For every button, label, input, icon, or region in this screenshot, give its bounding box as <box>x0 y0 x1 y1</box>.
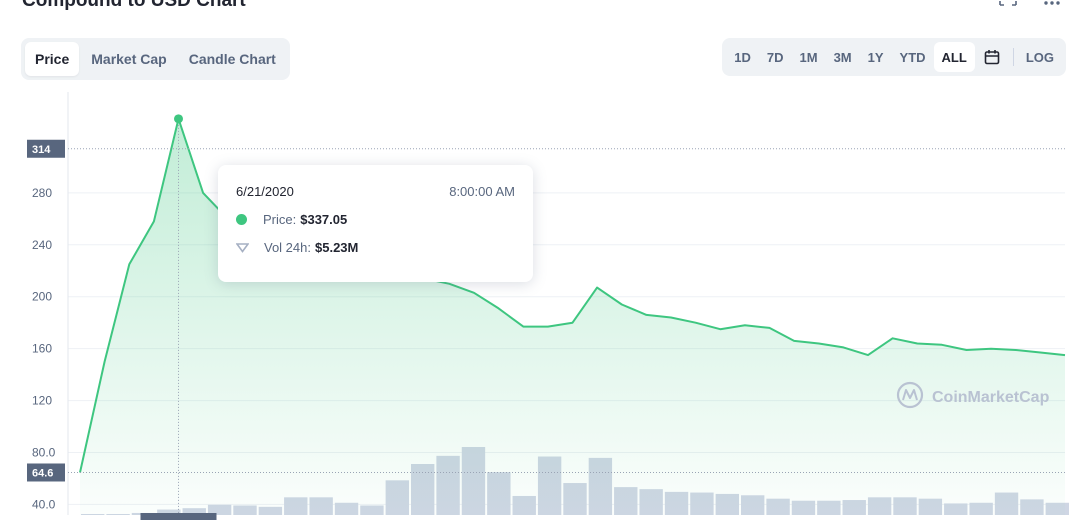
tab-price[interactable]: Price <box>25 42 80 76</box>
page-title: Compound to USD Chart <box>22 0 246 11</box>
view-tabs: Price Market Cap Candle Chart <box>21 38 290 80</box>
range-tabs: 1D 7D 1M 3M 1Y YTD ALL LOG <box>722 38 1066 76</box>
reference-flag <box>27 139 65 158</box>
chart-actions <box>999 0 1061 9</box>
tooltip-volume-value: $5.23M <box>315 240 359 255</box>
price-tooltip: 6/21/2020 8:00:00 AM Price: $337.05 Vol … <box>218 165 533 282</box>
range-1m[interactable]: 1M <box>799 49 818 65</box>
y-tick-label: 200 <box>32 290 52 304</box>
y-tick-label: 160 <box>32 342 52 356</box>
price-dot-icon <box>236 214 247 225</box>
range-7d[interactable]: 7D <box>766 49 784 65</box>
range-3m[interactable]: 3M <box>833 49 852 65</box>
y-tick-label: 240 <box>32 238 52 252</box>
tab-candle-chart[interactable]: Candle Chart <box>188 51 276 67</box>
hover-point <box>174 114 183 124</box>
tooltip-price-value: $337.05 <box>300 212 348 227</box>
tooltip-price-label: Price: <box>263 212 297 227</box>
range-separator <box>1012 48 1014 66</box>
hover-marker <box>140 114 217 520</box>
tooltip-volume-label: Vol 24h: <box>264 240 311 255</box>
y-tick-label: 120 <box>32 394 52 408</box>
range-1d[interactable]: 1D <box>734 49 751 65</box>
coinmarketcap-logo-icon <box>896 381 924 414</box>
y-tick-label: 280 <box>32 186 52 200</box>
reference-flag-label: 314 <box>32 144 51 156</box>
expand-icon[interactable] <box>999 0 1017 9</box>
y-tick-label: 40.0 <box>32 497 56 511</box>
log-toggle[interactable]: LOG <box>1025 49 1054 65</box>
watermark-text: CoinMarketCap <box>932 388 1050 406</box>
range-1y[interactable]: 1Y <box>867 49 884 65</box>
y-tick-label: 80.0 <box>32 446 56 460</box>
x-axis-flag <box>140 513 217 520</box>
calendar-icon[interactable] <box>975 42 1009 72</box>
price-area-fill <box>80 118 1065 516</box>
volume-icon <box>236 242 249 253</box>
tab-market-cap[interactable]: Market Cap <box>91 51 167 67</box>
range-all[interactable]: ALL <box>933 42 975 72</box>
price-area <box>80 118 1065 516</box>
range-ytd[interactable]: YTD <box>899 49 926 65</box>
more-icon[interactable] <box>1043 0 1061 9</box>
tooltip-date: 6/21/2020 <box>236 184 294 199</box>
watermark: CoinMarketCap <box>896 381 1049 414</box>
tooltip-time: 8:00:00 AM <box>449 184 515 199</box>
reference-flag-label: 64.6 <box>32 467 53 479</box>
y-axis: 40.0 80.0 120 160 200 240 280 314 64.6 <box>27 139 1065 511</box>
reference-flag <box>27 463 65 482</box>
